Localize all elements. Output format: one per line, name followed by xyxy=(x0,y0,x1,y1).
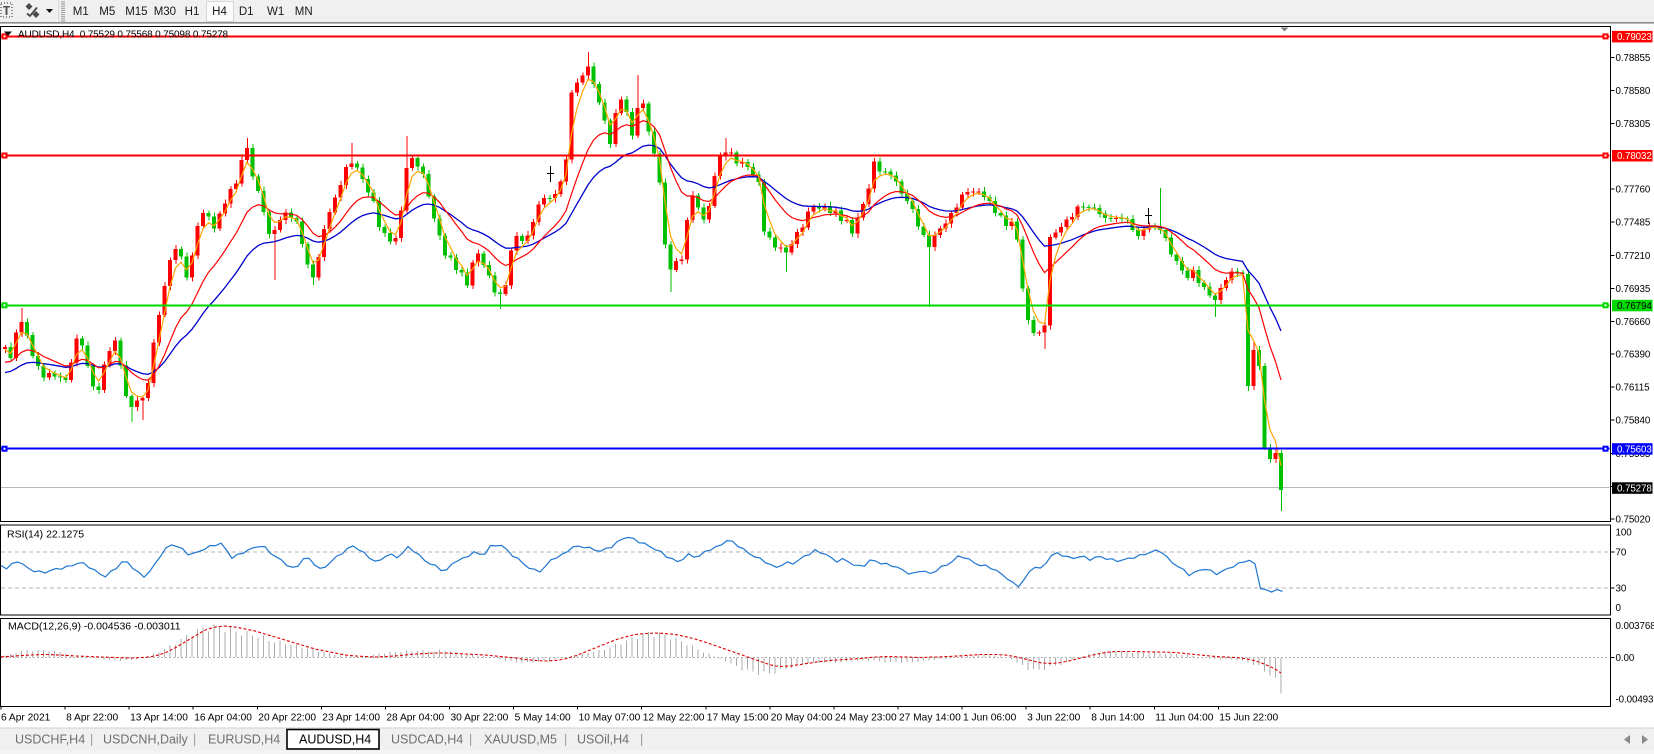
svg-text:|: | xyxy=(193,733,196,747)
svg-text:100: 100 xyxy=(1616,527,1633,538)
svg-text:23 Apr 14:00: 23 Apr 14:00 xyxy=(322,713,380,724)
svg-text:30 Apr 22:00: 30 Apr 22:00 xyxy=(451,713,509,724)
svg-text:-0.004931: -0.004931 xyxy=(1616,695,1654,706)
svg-text:0.76935: 0.76935 xyxy=(1616,284,1651,295)
svg-text:24 May 23:00: 24 May 23:00 xyxy=(835,713,897,724)
svg-text:8 Apr 22:00: 8 Apr 22:00 xyxy=(66,713,118,724)
svg-text:0.78580: 0.78580 xyxy=(1616,86,1651,97)
svg-text:USDCNH,Daily: USDCNH,Daily xyxy=(103,733,188,747)
svg-text:AUDUSD,H4: AUDUSD,H4 xyxy=(299,733,371,747)
svg-text:H1: H1 xyxy=(185,6,200,18)
svg-text:15 Jun 22:00: 15 Jun 22:00 xyxy=(1219,713,1278,724)
svg-text:0.77210: 0.77210 xyxy=(1616,251,1651,262)
svg-text:27 May 14:00: 27 May 14:00 xyxy=(899,713,961,724)
svg-text:M30: M30 xyxy=(154,6,176,18)
svg-text:20 May 04:00: 20 May 04:00 xyxy=(771,713,833,724)
svg-text:5 May 14:00: 5 May 14:00 xyxy=(515,713,571,724)
svg-text:0.76660: 0.76660 xyxy=(1616,317,1651,328)
svg-text:0.78032: 0.78032 xyxy=(1617,151,1652,162)
svg-text:0.79023: 0.79023 xyxy=(1617,32,1652,43)
svg-text:RSI(14) 22.1275: RSI(14) 22.1275 xyxy=(7,529,84,541)
svg-text:0.003768: 0.003768 xyxy=(1616,621,1654,632)
svg-text:13 Apr 14:00: 13 Apr 14:00 xyxy=(130,713,188,724)
svg-text:1 Jun 06:00: 1 Jun 06:00 xyxy=(963,713,1017,724)
svg-text:3 Jun 22:00: 3 Jun 22:00 xyxy=(1027,713,1081,724)
svg-text:12 May 22:00: 12 May 22:00 xyxy=(643,713,705,724)
svg-text:70: 70 xyxy=(1616,548,1627,559)
svg-text:16 Apr 04:00: 16 Apr 04:00 xyxy=(194,713,252,724)
svg-text:M5: M5 xyxy=(99,6,115,18)
svg-text:USOil,H4: USOil,H4 xyxy=(577,733,629,747)
svg-text:H4: H4 xyxy=(212,6,227,18)
svg-text:28 Apr 04:00: 28 Apr 04:00 xyxy=(386,713,444,724)
svg-text:17 May 15:00: 17 May 15:00 xyxy=(707,713,769,724)
svg-text:0.75020: 0.75020 xyxy=(1616,514,1651,525)
svg-text:30: 30 xyxy=(1616,583,1627,594)
svg-text:0.77760: 0.77760 xyxy=(1616,185,1651,196)
svg-text:8 Jun 14:00: 8 Jun 14:00 xyxy=(1091,713,1145,724)
svg-text:MACD(12,26,9) -0.004536 -0.003: MACD(12,26,9) -0.004536 -0.003011 xyxy=(8,621,181,633)
svg-text:USDCAD,H4: USDCAD,H4 xyxy=(391,733,463,747)
svg-text:0.75603: 0.75603 xyxy=(1617,444,1652,455)
svg-text:20 Apr 22:00: 20 Apr 22:00 xyxy=(258,713,316,724)
svg-text:0.77485: 0.77485 xyxy=(1616,218,1651,229)
svg-text:0.76390: 0.76390 xyxy=(1616,350,1651,361)
svg-text:0.76115: 0.76115 xyxy=(1616,383,1651,394)
svg-text:0.75278: 0.75278 xyxy=(1617,483,1652,494)
svg-text:MN: MN xyxy=(295,6,313,18)
svg-text:USDCHF,H4: USDCHF,H4 xyxy=(15,733,85,747)
svg-text:XAUUSD,M5: XAUUSD,M5 xyxy=(484,733,557,747)
svg-text:EURUSD,H4: EURUSD,H4 xyxy=(208,733,280,747)
svg-text:|: | xyxy=(469,733,472,747)
svg-text:W1: W1 xyxy=(267,6,284,18)
svg-text:0: 0 xyxy=(1616,603,1622,614)
svg-text:10 May 07:00: 10 May 07:00 xyxy=(579,713,641,724)
svg-text:M15: M15 xyxy=(125,6,147,18)
svg-text:M1: M1 xyxy=(73,6,89,18)
svg-text:6 Apr 2021: 6 Apr 2021 xyxy=(1,713,51,724)
svg-text:0.76794: 0.76794 xyxy=(1617,301,1652,312)
svg-text:|: | xyxy=(90,733,93,747)
svg-text:0.78855: 0.78855 xyxy=(1616,53,1651,64)
svg-text:AUDUSD,H4 0.75529 0.75568 0.7: AUDUSD,H4 0.75529 0.75568 0.75098 0.7527… xyxy=(18,30,229,41)
svg-text:11 Jun 04:00: 11 Jun 04:00 xyxy=(1155,713,1213,724)
svg-text:|: | xyxy=(640,733,643,747)
svg-text:0.00: 0.00 xyxy=(1616,653,1635,664)
svg-text:0.78305: 0.78305 xyxy=(1616,119,1651,130)
svg-text:D1: D1 xyxy=(239,6,254,18)
svg-text:|: | xyxy=(564,733,567,747)
svg-text:0.75840: 0.75840 xyxy=(1616,416,1651,427)
